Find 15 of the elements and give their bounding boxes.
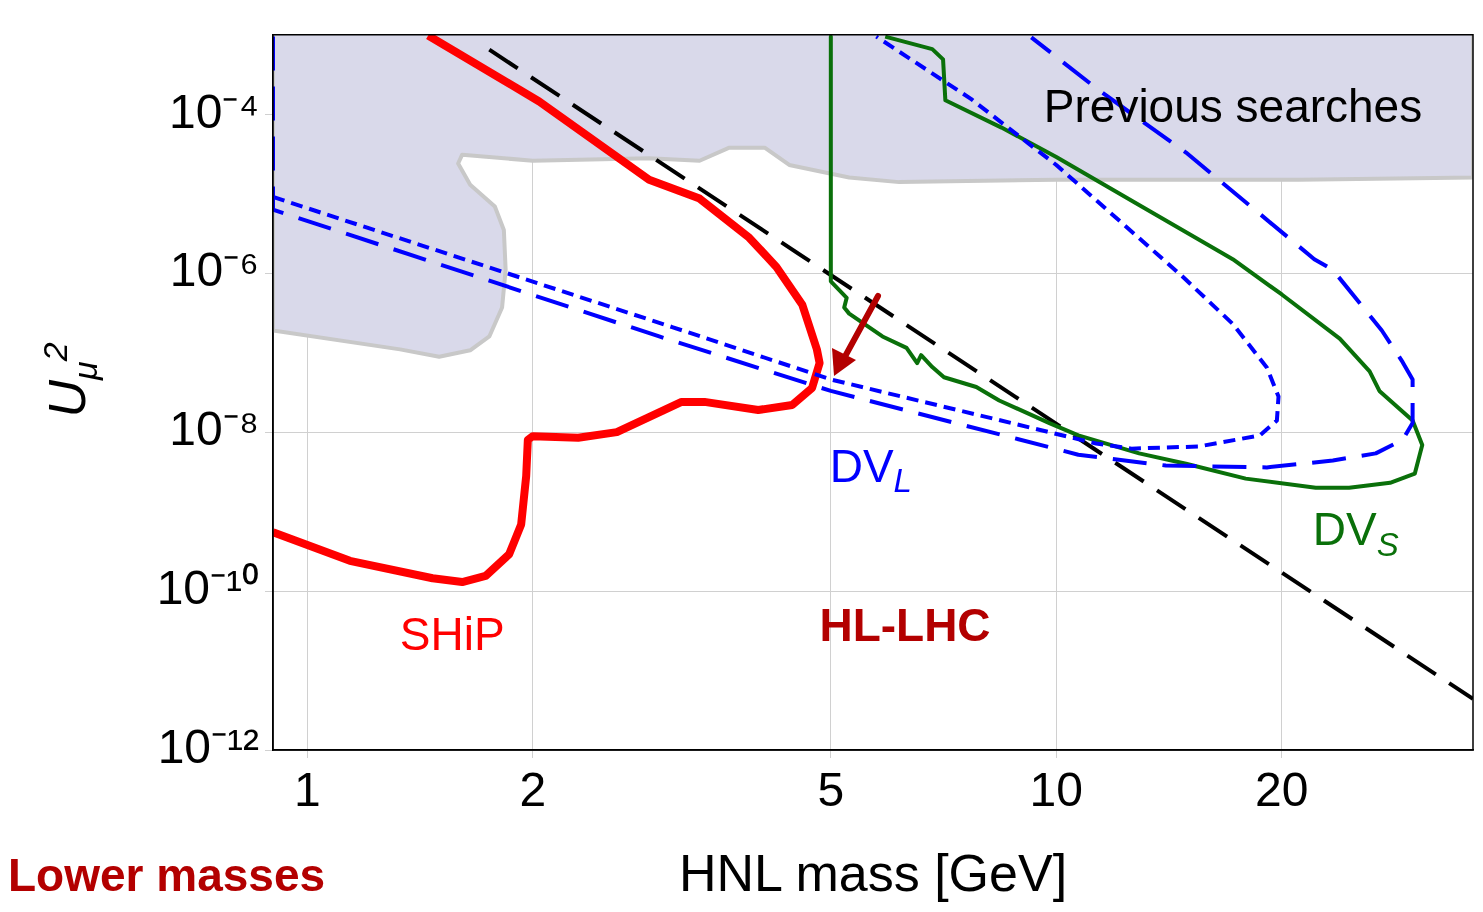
- y-tick-label: 10⁻⁸: [169, 402, 259, 456]
- x-tick-label: 10: [1029, 763, 1083, 817]
- y-tick-label: 10⁻⁴: [168, 84, 259, 138]
- x-axis-title: HNL mass [GeV]: [678, 844, 1068, 903]
- y-tick-label: 10⁻¹²: [157, 720, 260, 774]
- annotation: HL-LHC: [819, 598, 991, 651]
- y-tick-label: 10⁻¹⁰: [156, 561, 259, 615]
- text: Lower masses: [8, 848, 326, 901]
- x-tick-label: 2: [519, 763, 547, 817]
- series-label: SHiP: [399, 607, 505, 660]
- x-tick-label: 20: [1255, 763, 1309, 817]
- series-label: Previous searches: [1043, 80, 1423, 133]
- y-tick-label: 10⁻⁶: [169, 243, 259, 297]
- x-tick-label: 1: [293, 763, 321, 817]
- x-tick-label: 5: [817, 763, 845, 817]
